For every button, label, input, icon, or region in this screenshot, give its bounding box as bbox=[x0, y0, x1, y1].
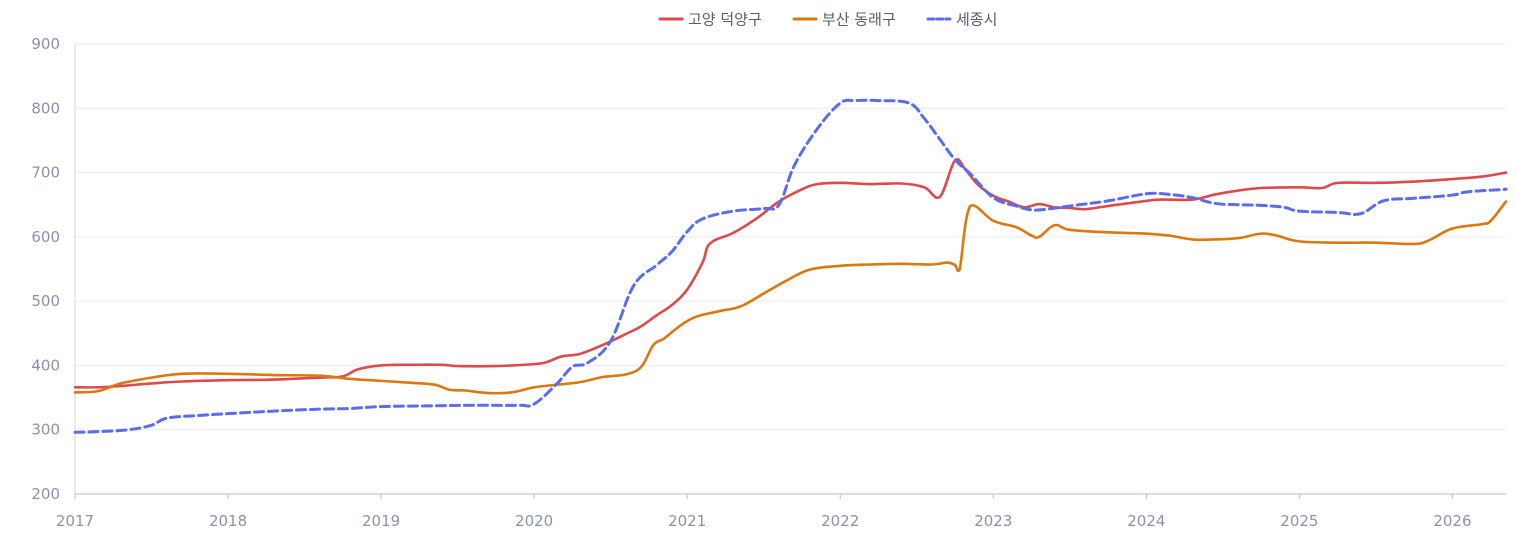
x-tick-label: 2023 bbox=[974, 512, 1012, 530]
x-tick-label: 2024 bbox=[1127, 512, 1165, 530]
y-tick-label: 600 bbox=[31, 228, 60, 246]
y-tick-label: 800 bbox=[31, 99, 60, 117]
legend-label: 부산 동래구 bbox=[822, 11, 896, 29]
series-line-1 bbox=[73, 200, 1508, 395]
y-tick-label: 900 bbox=[31, 35, 60, 53]
series-line-0 bbox=[73, 158, 1508, 389]
x-tick-label: 2019 bbox=[362, 512, 400, 530]
legend-item-2[interactable]: 세종시 bbox=[926, 11, 997, 29]
series-line-2 bbox=[73, 98, 1508, 434]
legend-item-0[interactable]: 고양 덕양구 bbox=[658, 11, 762, 29]
legend-label: 세종시 bbox=[956, 11, 997, 29]
y-tick-label: 500 bbox=[31, 292, 60, 310]
legend: 고양 덕양구 부산 동래구 세종시 bbox=[658, 11, 997, 29]
x-tick-label: 2020 bbox=[515, 512, 553, 530]
y-tick-label: 200 bbox=[31, 485, 60, 503]
legend-label: 고양 덕양구 bbox=[688, 11, 762, 29]
x-tick-label: 2026 bbox=[1433, 512, 1471, 530]
y-tick-label: 700 bbox=[31, 164, 60, 182]
x-tick-label: 2017 bbox=[56, 512, 94, 530]
y-tick-label: 400 bbox=[31, 356, 60, 374]
x-tick-label: 2025 bbox=[1280, 512, 1318, 530]
grid-lines bbox=[75, 43, 1506, 431]
axes: 200 300 400 500 600 700 800 900 2017 2018 2019 2020… bbox=[31, 35, 1506, 530]
x-tick-label: 2018 bbox=[209, 512, 247, 530]
x-tick-label: 2022 bbox=[821, 512, 859, 530]
x-tick-label: 2021 bbox=[668, 512, 706, 530]
series-lines bbox=[73, 98, 1508, 434]
legend-item-1[interactable]: 부산 동래구 bbox=[792, 11, 896, 29]
y-tick-label: 300 bbox=[31, 421, 60, 439]
